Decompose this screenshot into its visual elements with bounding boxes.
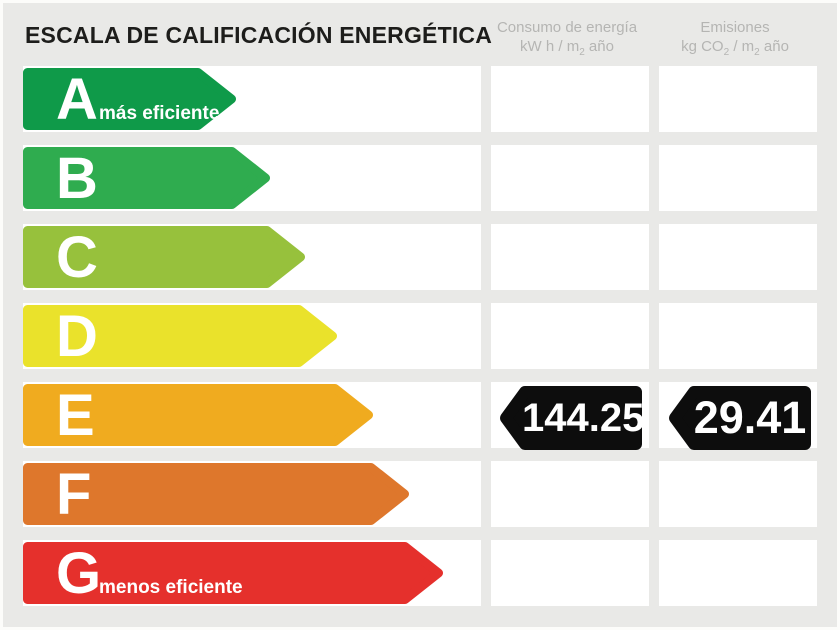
emissions-header-line2: kg CO2 / m2 año bbox=[681, 38, 789, 58]
emissions-value: 29.41 bbox=[693, 392, 807, 443]
rating-row-f: F bbox=[23, 461, 817, 527]
consumption-cell bbox=[491, 224, 649, 290]
rating-row-b: B bbox=[23, 145, 817, 211]
emissions-cell bbox=[659, 66, 817, 132]
emissions-header-line1: Emisiones bbox=[700, 19, 770, 36]
rating-arrow-icon bbox=[23, 226, 305, 288]
rating-arrow-icon bbox=[23, 305, 337, 367]
rating-letter: G bbox=[56, 541, 102, 606]
emissions-cell bbox=[659, 540, 817, 606]
rating-letter: D bbox=[56, 304, 98, 369]
rating-row-a: A más eficiente bbox=[23, 66, 817, 132]
emissions-cell bbox=[659, 461, 817, 527]
rating-note: más eficiente bbox=[99, 103, 220, 124]
emissions-cell bbox=[659, 145, 817, 211]
consumption-cell bbox=[491, 66, 649, 132]
rating-arrow-icon bbox=[23, 542, 443, 604]
rating-arrow-icon bbox=[23, 463, 409, 525]
consumption-header-line2: kW h / m2 año bbox=[520, 38, 614, 58]
rating-arrow-icon bbox=[23, 68, 236, 130]
rating-row-c: C bbox=[23, 224, 817, 290]
consumption-column-header: Consumo de energía kW h / m2 año bbox=[478, 18, 656, 62]
emissions-value-badge: 29.41 bbox=[669, 386, 811, 450]
rating-arrow-icon bbox=[23, 147, 270, 209]
consumption-cell bbox=[491, 145, 649, 211]
rating-note: menos eficiente bbox=[99, 577, 243, 598]
consumption-header-line1: Consumo de energía bbox=[496, 19, 638, 36]
page-title: ESCALA DE CALIFICACIÓN ENERGÉTICA bbox=[25, 22, 493, 48]
rating-letter: C bbox=[56, 225, 98, 290]
consumption-cell bbox=[491, 461, 649, 527]
rating-row-d: D bbox=[23, 303, 817, 369]
consumption-value: 144.25 bbox=[522, 396, 645, 440]
rating-letter: B bbox=[56, 146, 98, 211]
rating-letter: F bbox=[56, 462, 92, 527]
consumption-cell bbox=[491, 303, 649, 369]
badge-arrow-icon bbox=[500, 386, 642, 450]
rating-letter: A bbox=[56, 67, 98, 132]
emissions-cell bbox=[659, 224, 817, 290]
emissions-cell bbox=[659, 303, 817, 369]
emissions-column-header: Emisiones kg CO2 / m2 año bbox=[646, 18, 824, 62]
rating-letter: E bbox=[56, 383, 95, 448]
consumption-value-badge: 144.25 bbox=[500, 386, 645, 450]
badge-arrow-icon bbox=[669, 386, 811, 450]
rating-arrow-icon bbox=[23, 384, 373, 446]
consumption-cell bbox=[491, 540, 649, 606]
rating-row-g: G menos eficiente bbox=[23, 540, 817, 606]
